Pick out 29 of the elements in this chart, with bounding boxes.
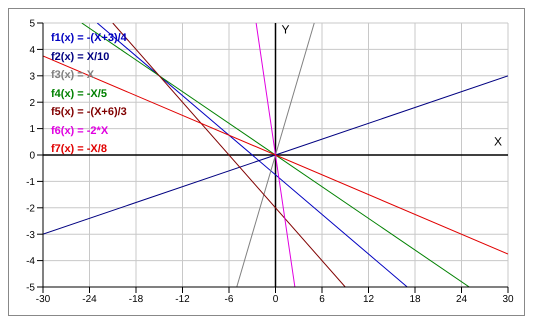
x-tick-label: 12 [362,294,374,306]
x-tick-label: 0 [272,294,279,306]
x-tick-label: -12 [175,294,190,306]
y-tick-label: -1 [26,176,36,188]
y-tick-label: 1 [29,124,36,136]
y-tick-label: -4 [26,256,36,268]
y-tick-label: -2 [26,203,36,214]
x-tick-label: -6 [224,294,234,306]
x-tick-label: 6 [319,294,326,306]
y-axis-title: Y [282,22,290,37]
y-tick-label: -3 [26,230,36,241]
x-tick-label: 18 [409,294,421,306]
y-tick-label: 3 [29,71,36,82]
x-tick-label: 24 [456,294,468,306]
y-tick-label: -5 [26,282,36,294]
x-tick-label: -24 [82,294,98,306]
x-tick-label: -30 [36,294,51,306]
text: f6(x) = -2*X [51,124,110,138]
y-tick-label: 5 [29,18,36,30]
y-tick-label: 2 [29,98,36,109]
y-tick-label: 4 [29,44,36,56]
text: f4(x) = -X/5 [51,86,108,102]
text: f7(x) = -X/8 [51,142,108,157]
text: f2(x) = X/10 [51,50,110,64]
x-axis-title: X [494,134,502,149]
x-tick-label: 30 [502,294,514,306]
x-tick-label: -18 [128,294,144,306]
y-tick-label: 0 [29,150,36,162]
text: f5(x) = -(X+6)/3 [51,105,127,120]
